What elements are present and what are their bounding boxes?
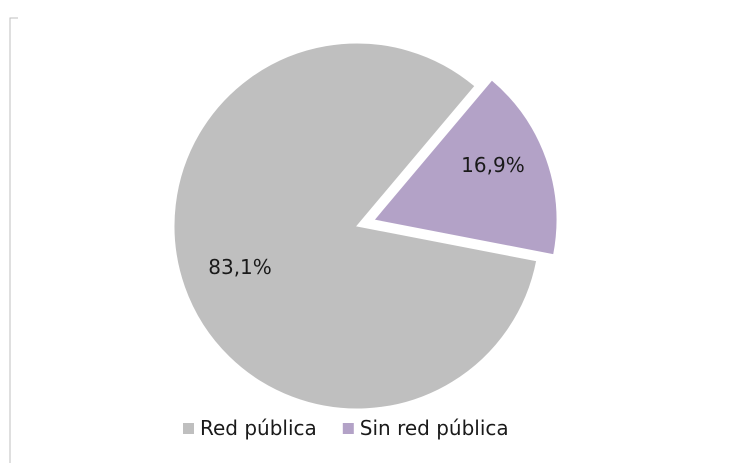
pie-data-label-1: 16,9% xyxy=(461,153,525,177)
chart-frame-border xyxy=(9,17,18,463)
pie-slices xyxy=(173,42,558,410)
pie-data-label-0: 83,1% xyxy=(208,255,272,279)
pie-slice-0 xyxy=(173,42,538,410)
chart-legend: Red pública Sin red pública xyxy=(183,416,509,440)
legend-label-0: Red pública xyxy=(200,416,317,440)
pie-data-labels: 16,9% 83,1% xyxy=(208,153,524,279)
pie-slice-1 xyxy=(373,79,558,256)
legend-swatch-1 xyxy=(342,423,354,434)
legend-swatch-0 xyxy=(183,423,194,434)
legend-label-1: Sin red pública xyxy=(360,416,509,440)
